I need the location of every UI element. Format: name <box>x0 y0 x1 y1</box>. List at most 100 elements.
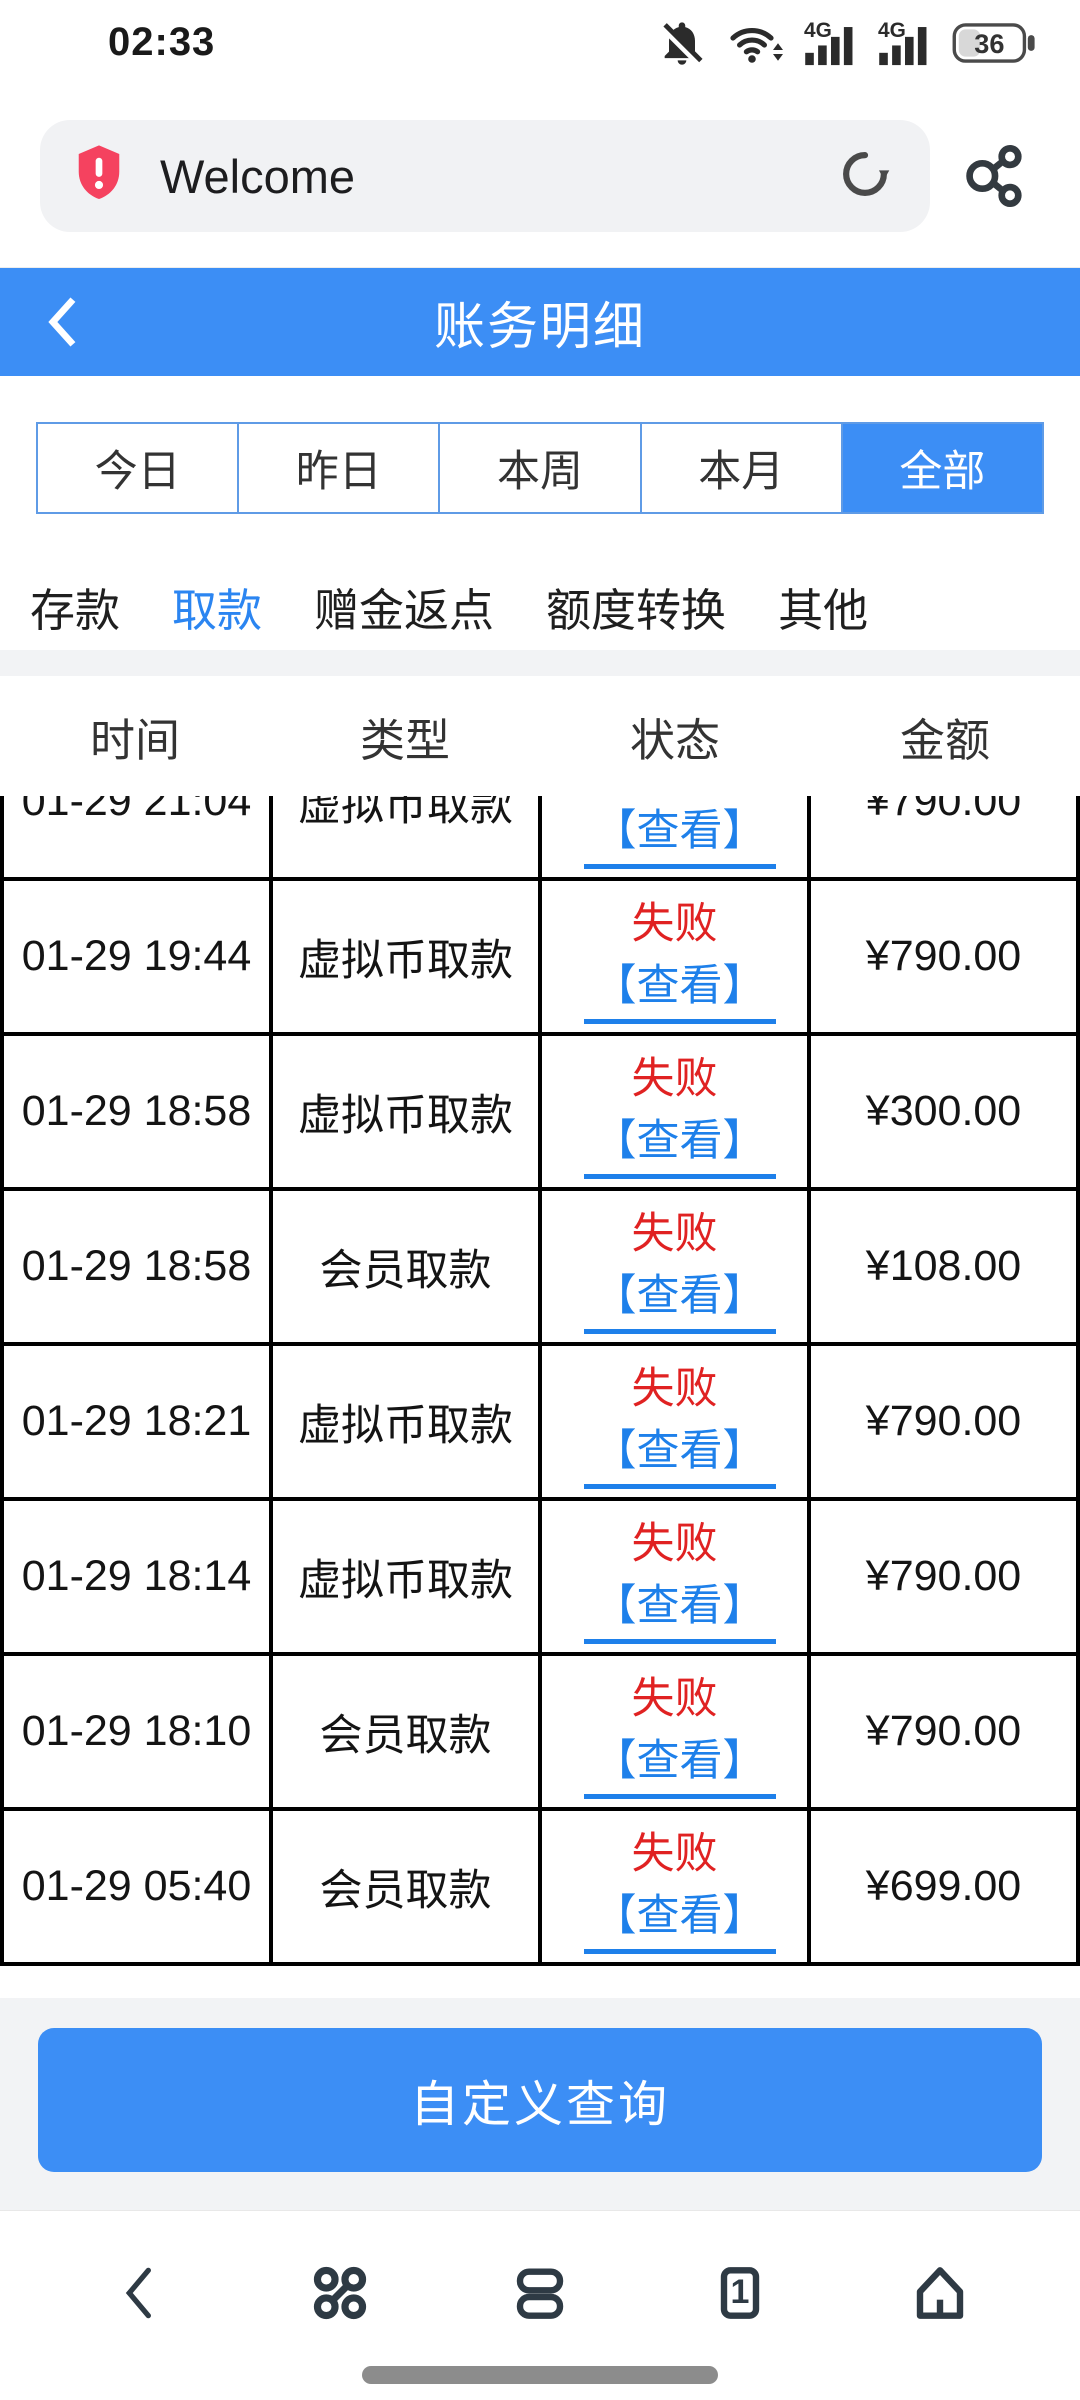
home-icon <box>908 2261 972 2330</box>
cell-status: 失败【查看】 <box>538 1032 811 1191</box>
view-link[interactable]: 【查看】 <box>583 951 776 1024</box>
cell-amount: ¥790.00 <box>807 1342 1080 1501</box>
col-header-amount: 金额 <box>899 714 990 766</box>
cell-time: 01-29 18:14 <box>0 1497 273 1656</box>
status-failed: 失败 <box>631 1675 718 1723</box>
table-row: 01-29 18:58 会员取款 失败【查看】 ¥108.00 <box>0 1187 1080 1346</box>
cell-amount: ¥300.00 <box>807 1032 1080 1191</box>
view-link[interactable]: 【查看】 <box>583 1571 776 1644</box>
status-failed: 失败 <box>631 1210 718 1258</box>
cell-type: 虚拟币取款 <box>269 1342 542 1501</box>
battery-icon: 36 <box>952 20 1038 66</box>
cell-time: 01-29 18:58 <box>0 1187 273 1346</box>
cell-amount: ¥790.00 <box>807 796 1080 881</box>
table-row: 01-29 19:44 虚拟币取款 失败【查看】 ¥790.00 <box>0 877 1080 1036</box>
back-icon[interactable] <box>40 268 88 376</box>
cell-time: 01-29 19:44 <box>0 877 273 1036</box>
page-title: 账务明细 <box>433 298 646 355</box>
cell-signal-sim2-icon: 4G <box>878 18 932 68</box>
cell-time: 01-29 05:40 <box>0 1807 273 1966</box>
table-row: 01-29 21:04 虚拟币取款 失败【查看】 ¥790.00 <box>0 796 1080 881</box>
svg-text:36: 36 <box>974 28 1004 59</box>
cell-type: 虚拟币取款 <box>269 796 542 881</box>
nav-back-button[interactable] <box>80 2247 200 2343</box>
col-header-type: 类型 <box>359 714 450 766</box>
svg-text:4G: 4G <box>804 18 832 41</box>
tab-count: 1 <box>730 2273 750 2311</box>
cell-time: 01-29 18:21 <box>0 1342 273 1501</box>
cell-status: 失败【查看】 <box>538 877 811 1036</box>
cell-time: 01-29 18:58 <box>0 1032 273 1191</box>
status-failed: 失败 <box>631 1830 718 1878</box>
table-row: 01-29 18:14 虚拟币取款 失败【查看】 ¥790.00 <box>0 1497 1080 1656</box>
cell-status: 失败【查看】 <box>538 796 811 881</box>
col-header-time: 时间 <box>89 714 180 766</box>
transactions-table[interactable]: 01-29 21:04 虚拟币取款 失败【查看】 ¥790.00 01-29 1… <box>0 796 1080 1998</box>
cell-type: 会员取款 <box>269 1807 542 1966</box>
status-icons: 4G 4G <box>656 17 1038 69</box>
status-time: 02:33 <box>108 20 216 64</box>
range-tab-this-month[interactable]: 本月 <box>639 424 841 512</box>
cell-status: 失败【查看】 <box>538 1807 811 1966</box>
nav-menu-button[interactable] <box>280 2247 400 2343</box>
nav-tab-counter-button[interactable]: 1 <box>680 2247 800 2343</box>
view-link[interactable]: 【查看】 <box>583 1416 776 1489</box>
range-tab-all[interactable]: 全部 <box>840 424 1043 512</box>
svg-text:4G: 4G <box>878 18 906 41</box>
divider-strip <box>0 650 1080 676</box>
status-failed: 失败 <box>631 1365 718 1413</box>
col-header-status: 状态 <box>629 714 720 766</box>
refresh-icon[interactable] <box>834 143 896 210</box>
status-failed: 失败 <box>631 900 718 948</box>
view-link[interactable]: 【查看】 <box>583 1726 776 1799</box>
cell-status: 失败【查看】 <box>538 1652 811 1811</box>
browser-toolbar: Welcome <box>0 85 1080 268</box>
view-link[interactable]: 【查看】 <box>583 1881 776 1954</box>
wifi-icon <box>728 18 784 68</box>
app-header: 账务明细 <box>0 268 1080 376</box>
status-failed: 失败 <box>631 1055 718 1103</box>
cell-signal-sim1-icon: 4G <box>804 18 858 68</box>
date-range-tabs: 今日 昨日 本周 本月 全部 <box>36 422 1044 514</box>
cell-amount: ¥790.00 <box>807 877 1080 1036</box>
view-link[interactable]: 【查看】 <box>583 1261 776 1334</box>
cat-tab-bonus-rebate[interactable]: 赠金返点 <box>314 584 495 636</box>
cell-status: 失败【查看】 <box>538 1497 811 1656</box>
range-tab-this-week[interactable]: 本周 <box>438 424 640 512</box>
table-row: 01-29 18:10 会员取款 失败【查看】 ¥790.00 <box>0 1652 1080 1811</box>
cell-amount: ¥699.00 <box>807 1807 1080 1966</box>
tab-counter-icon <box>708 2261 772 2330</box>
status-failed: 失败 <box>631 1520 718 1568</box>
address-bar[interactable]: Welcome <box>40 120 930 232</box>
cell-amount: ¥790.00 <box>807 1652 1080 1811</box>
notifications-muted-icon <box>656 17 708 69</box>
share-icon[interactable] <box>930 140 1054 212</box>
cell-time: 01-29 21:04 <box>0 796 273 881</box>
range-tab-yesterday[interactable]: 昨日 <box>237 424 439 512</box>
nav-windows-button[interactable] <box>480 2247 600 2343</box>
gesture-bar[interactable] <box>362 2366 718 2384</box>
cell-time: 01-29 18:10 <box>0 1652 273 1811</box>
nav-home-button[interactable] <box>880 2247 1000 2343</box>
table-row: 01-29 18:21 虚拟币取款 失败【查看】 ¥790.00 <box>0 1342 1080 1501</box>
cell-type: 虚拟币取款 <box>269 1497 542 1656</box>
bottom-nav: 1 <box>0 2210 1080 2400</box>
range-tab-today[interactable]: 今日 <box>38 424 238 512</box>
cell-type: 会员取款 <box>269 1187 542 1346</box>
cat-tab-other[interactable]: 其他 <box>778 584 869 636</box>
view-link[interactable]: 【查看】 <box>583 796 776 869</box>
cell-amount: ¥790.00 <box>807 1497 1080 1656</box>
cat-tab-quota-conversion[interactable]: 额度转换 <box>546 584 727 636</box>
custom-query-button[interactable]: 自定义查询 <box>38 2028 1042 2172</box>
cell-status: 失败【查看】 <box>538 1187 811 1346</box>
cat-tab-deposit[interactable]: 存款 <box>30 584 121 636</box>
cat-tab-withdrawal[interactable]: 取款 <box>172 584 263 636</box>
chevron-left-icon <box>115 2262 165 2329</box>
cell-status: 失败【查看】 <box>538 1342 811 1501</box>
site-security-icon <box>70 143 128 210</box>
footer-area: 自定义查询 <box>0 1998 1080 2210</box>
view-link[interactable]: 【查看】 <box>583 1106 776 1179</box>
table-row: 01-29 18:58 虚拟币取款 失败【查看】 ¥300.00 <box>0 1032 1080 1191</box>
table-row: 01-29 05:40 会员取款 失败【查看】 ¥699.00 <box>0 1807 1080 1966</box>
